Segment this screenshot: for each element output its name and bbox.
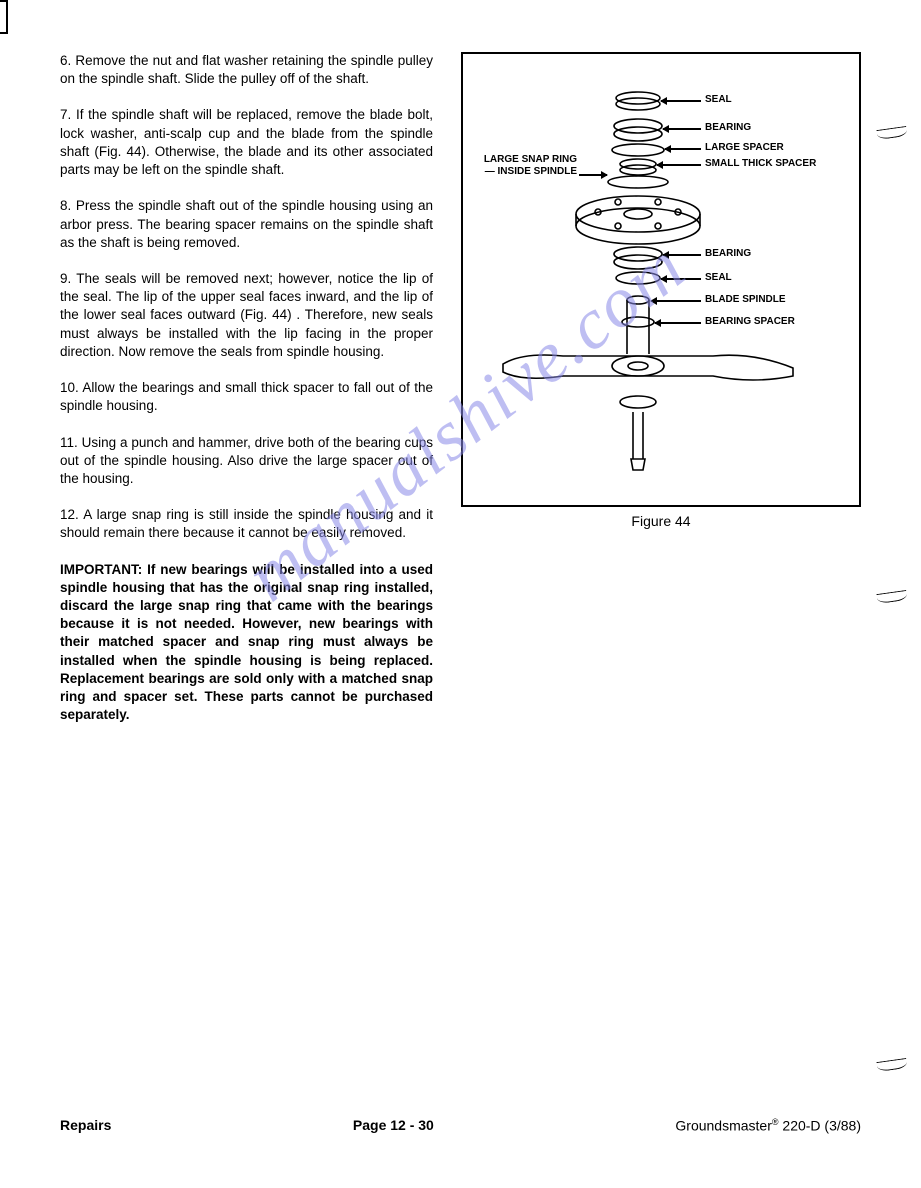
arrow-icon [663,254,701,256]
step-11: 11. Using a punch and hammer, drive both… [60,434,433,489]
label-blade-spindle: BLADE SPINDLE [705,294,786,305]
page-content: 6. Remove the nut and flat washer retain… [60,52,861,725]
arrow-icon [665,148,701,150]
footer-product: Groundsmaster® 220-D (3/88) [675,1117,861,1134]
important-note: IMPORTANT: If new bearings will be insta… [60,561,433,725]
step-10: 10. Allow the bearings and small thick s… [60,379,433,415]
step-8: 8. Press the spindle shaft out of the sp… [60,197,433,252]
arrow-icon [651,300,701,302]
label-bearing-top: BEARING [705,122,751,133]
figure-44-box: SEAL BEARING LARGE SPACER SMALL THICK SP… [461,52,861,507]
arrow-icon [663,128,701,130]
binding-mark-icon [876,590,907,604]
label-seal-top: SEAL [705,94,732,105]
label-large-spacer: LARGE SPACER [705,142,784,153]
step-12: 12. A large snap ring is still inside th… [60,506,433,542]
right-column: SEAL BEARING LARGE SPACER SMALL THICK SP… [461,52,861,725]
arrow-icon [661,278,701,280]
label-small-thick-spacer: SMALL THICK SPACER [705,158,816,169]
step-9: 9. The seals will be removed next; howev… [60,270,433,361]
scan-artifact-edge [0,0,8,34]
footer-product-model: 220-D (3/88) [779,1118,861,1134]
arrow-icon [655,322,701,324]
arrow-icon [661,100,701,102]
binding-mark-icon [876,1058,907,1072]
figure-caption: Figure 44 [461,513,861,529]
binding-mark-icon [876,126,907,140]
step-6: 6. Remove the nut and flat washer retain… [60,52,433,88]
footer-page: Page 12 - 30 [353,1117,434,1134]
registered-icon: ® [772,1117,779,1127]
label-bearing-bottom: BEARING [705,248,751,259]
step-7: 7. If the spindle shaft will be replaced… [60,106,433,179]
label-seal-bottom: SEAL [705,272,732,283]
left-column: 6. Remove the nut and flat washer retain… [60,52,433,725]
label-large-snap-ring: LARGE SNAP RING — INSIDE SPINDLE [481,154,577,177]
arrow-icon [657,164,701,166]
arrow-icon [579,174,607,176]
page-footer: Repairs Page 12 - 30 Groundsmaster® 220-… [60,1117,861,1134]
footer-product-name: Groundsmaster [675,1118,771,1134]
footer-section: Repairs [60,1117,111,1134]
label-bearing-spacer: BEARING SPACER [705,316,795,327]
